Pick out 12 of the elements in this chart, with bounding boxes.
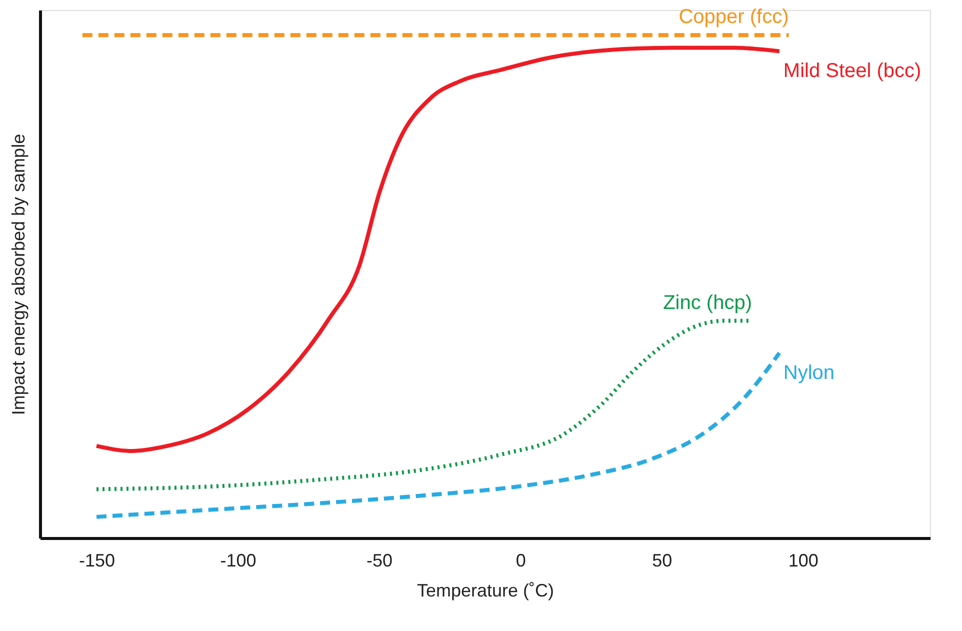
x-tick-label: 100	[788, 550, 818, 570]
x-tick-label: 0	[516, 550, 526, 570]
y-axis-title: Impact energy absorbed by sample	[8, 134, 28, 416]
x-tick-label: 50	[652, 550, 672, 570]
series-label: Nylon	[783, 362, 835, 384]
x-tick-label: -150	[78, 550, 116, 570]
x-axis-title: Temperature (˚C)	[416, 580, 554, 600]
x-tick-label: -100	[220, 550, 256, 570]
series-label: Copper (fcc)	[678, 6, 789, 28]
series-label: Mild Steel (bcc)	[783, 60, 922, 82]
x-tick-label: -50	[366, 550, 393, 570]
series-label: Zinc (hcp)	[663, 292, 752, 314]
